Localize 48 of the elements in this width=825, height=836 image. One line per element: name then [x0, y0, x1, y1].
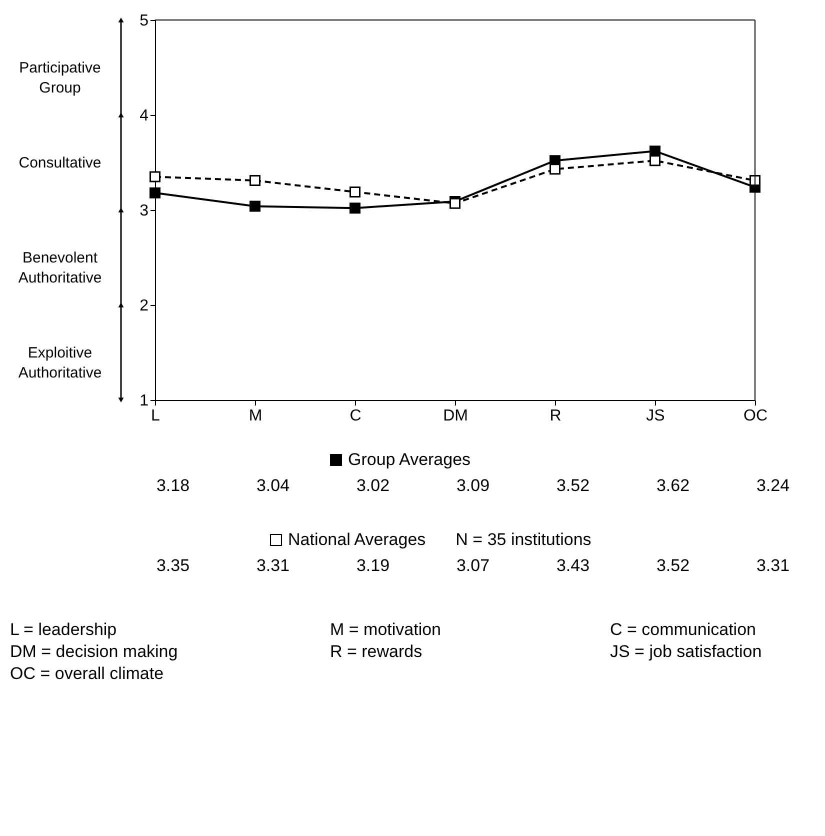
data-label: 3.31	[256, 556, 290, 576]
point	[150, 171, 160, 182]
text: OC = overall climate	[10, 664, 164, 684]
point	[350, 186, 360, 198]
text: Participative Group	[19, 60, 101, 96]
text: JS = job satisfaction	[610, 642, 762, 662]
data-label: 3.35	[156, 556, 190, 576]
legend-label: National Averages	[288, 530, 426, 549]
data-label: 3.09	[456, 476, 490, 496]
y-tick-label: 2	[140, 298, 149, 314]
data-label: 3.07	[456, 556, 490, 576]
x-tick-label: OC	[744, 408, 768, 424]
text: C = communication	[610, 620, 756, 640]
text: M = motivation	[330, 620, 442, 640]
x-tick-label: L	[151, 408, 160, 424]
x-tick-label: M	[248, 408, 262, 424]
y-tick-label: 1	[140, 392, 149, 410]
x-tick-label: C	[350, 408, 362, 424]
data-label: 3.04	[256, 476, 290, 496]
y-tick-label: 4	[140, 108, 149, 124]
data-label: 3.31	[756, 556, 790, 576]
point	[550, 164, 560, 175]
data-label: 3.24	[756, 476, 790, 496]
data-label: 3.52	[556, 476, 590, 496]
text: Benevolent Authoritative	[18, 250, 102, 286]
point	[250, 200, 260, 212]
text: Consultative	[18, 154, 102, 172]
x-tick-label: DM	[443, 408, 468, 424]
text: Exploitive Authoritative	[18, 344, 102, 382]
text: L = leadership	[10, 620, 117, 640]
point	[350, 202, 360, 214]
legend-label: Group Averages	[347, 450, 471, 470]
data-label: 3.43	[556, 556, 590, 576]
y-tick-label: 5	[140, 12, 149, 30]
point	[250, 175, 260, 186]
data-label: 3.62	[656, 476, 690, 496]
text: DM = decision making	[10, 642, 178, 662]
data-label: 3.52	[656, 556, 690, 576]
text: R = rewards	[330, 642, 422, 662]
data-label: 3.19	[356, 556, 390, 576]
text: N = 35 institutions	[456, 530, 592, 549]
data-label: 3.02	[356, 476, 390, 496]
x-tick-label: JS	[646, 408, 665, 424]
y-tick-label: 3	[140, 202, 149, 220]
point	[150, 187, 160, 198]
x-tick-label: R	[550, 408, 562, 424]
data-label: 3.18	[156, 476, 190, 496]
point	[650, 155, 660, 166]
